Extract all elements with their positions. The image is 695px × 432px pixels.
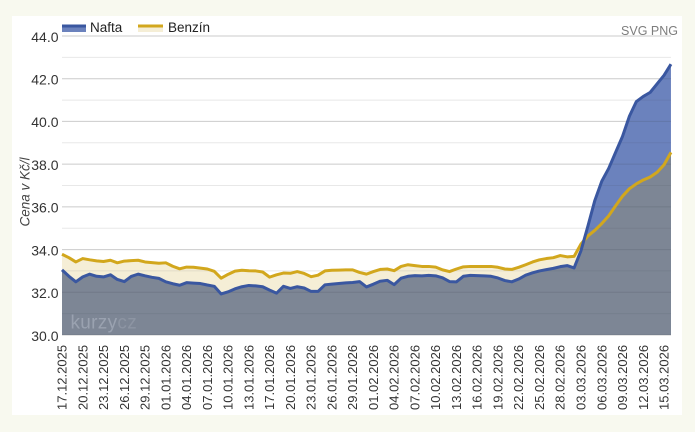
- svg-text:16.02.2026: 16.02.2026: [470, 345, 485, 410]
- svg-text:04.01.2026: 04.01.2026: [179, 345, 194, 410]
- svg-text:25.02.2026: 25.02.2026: [532, 345, 547, 410]
- svg-text:12.03.2026: 12.03.2026: [636, 345, 651, 410]
- svg-text:10.02.2026: 10.02.2026: [428, 345, 443, 410]
- svg-text:Nafta: Nafta: [90, 20, 123, 35]
- svg-text:15.03.2026: 15.03.2026: [657, 345, 672, 410]
- svg-text:03.03.2026: 03.03.2026: [574, 345, 589, 410]
- svg-text:20.01.2026: 20.01.2026: [283, 345, 298, 410]
- svg-text:22.02.2026: 22.02.2026: [511, 345, 526, 410]
- svg-text:SVG PNG: SVG PNG: [621, 24, 678, 38]
- svg-text:23.01.2026: 23.01.2026: [304, 345, 319, 410]
- svg-text:19.02.2026: 19.02.2026: [490, 345, 505, 410]
- svg-text:34.0: 34.0: [31, 242, 58, 258]
- svg-text:Cena v Kč/l: Cena v Kč/l: [18, 156, 33, 226]
- svg-text:kurzycz: kurzycz: [71, 313, 138, 334]
- svg-text:17.12.2025: 17.12.2025: [55, 345, 70, 410]
- svg-text:36.0: 36.0: [31, 200, 58, 216]
- svg-text:42.0: 42.0: [31, 72, 58, 88]
- svg-text:40.0: 40.0: [31, 114, 58, 130]
- svg-text:20.12.2025: 20.12.2025: [75, 345, 90, 410]
- svg-text:Benzín: Benzín: [168, 20, 210, 35]
- svg-text:44.0: 44.0: [31, 29, 58, 45]
- svg-text:29.01.2026: 29.01.2026: [345, 345, 360, 410]
- svg-text:06.03.2026: 06.03.2026: [594, 345, 609, 410]
- svg-text:26.01.2026: 26.01.2026: [324, 345, 339, 410]
- svg-text:04.02.2026: 04.02.2026: [387, 345, 402, 410]
- svg-text:01.02.2026: 01.02.2026: [366, 345, 381, 410]
- svg-text:28.02.2026: 28.02.2026: [553, 345, 568, 410]
- svg-text:13.02.2026: 13.02.2026: [449, 345, 464, 410]
- svg-text:17.01.2026: 17.01.2026: [262, 345, 277, 410]
- svg-text:09.03.2026: 09.03.2026: [615, 345, 630, 410]
- svg-text:32.0: 32.0: [31, 285, 58, 301]
- svg-text:01.01.2026: 01.01.2026: [158, 345, 173, 410]
- svg-text:07.02.2026: 07.02.2026: [407, 345, 422, 410]
- svg-text:23.12.2025: 23.12.2025: [96, 345, 111, 410]
- svg-text:07.01.2026: 07.01.2026: [200, 345, 215, 410]
- svg-text:29.12.2025: 29.12.2025: [138, 345, 153, 410]
- svg-text:30.0: 30.0: [31, 328, 58, 344]
- svg-text:10.01.2026: 10.01.2026: [221, 345, 236, 410]
- svg-text:38.0: 38.0: [31, 157, 58, 173]
- svg-text:13.01.2026: 13.01.2026: [241, 345, 256, 410]
- svg-text:26.12.2025: 26.12.2025: [117, 345, 132, 410]
